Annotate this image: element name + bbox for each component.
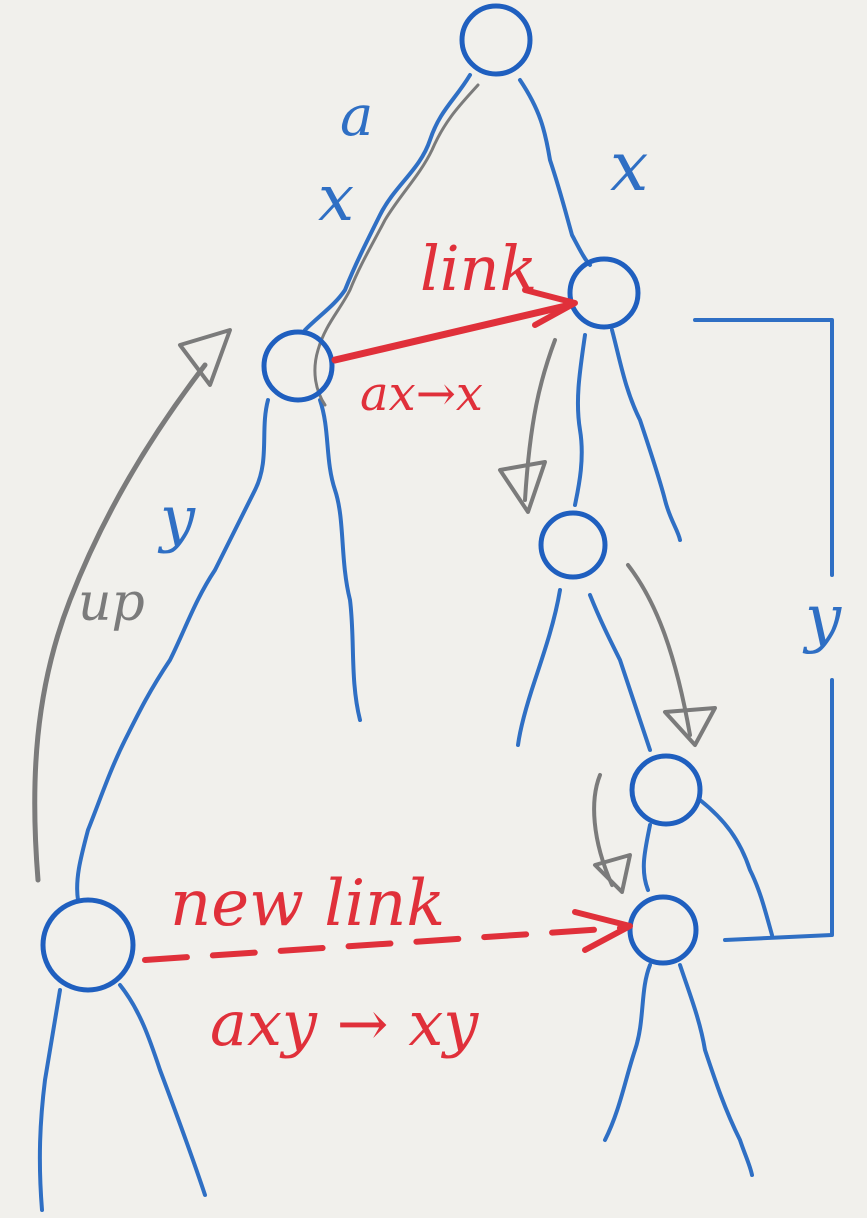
label-a: a — [340, 84, 373, 149]
edge-lower-node-down — [641, 823, 652, 892]
edge-bottom-left-node-down-left — [37, 988, 62, 1212]
edge-root-right — [518, 78, 592, 267]
edge-right-node-down — [573, 333, 587, 507]
label-link-rule: ax→x — [360, 366, 483, 422]
label-new-link-rule: axy → xy — [210, 987, 479, 1060]
edge-left-node-down-left — [75, 398, 270, 902]
edge-bottom-right-node-down — [603, 963, 652, 1142]
down-arrow-2 — [626, 563, 717, 747]
edge-bottom-right-node-side — [678, 963, 754, 1177]
right-node — [567, 256, 641, 330]
root-node — [459, 3, 533, 77]
down-arrow-3 — [592, 773, 632, 894]
down-arrow-1 — [498, 338, 557, 514]
bottom-left-node — [40, 897, 136, 993]
pencil-strand-a — [313, 83, 480, 407]
label-x-right: x — [610, 128, 648, 207]
label-new-link: new link — [170, 867, 445, 941]
label-link: link — [420, 232, 537, 305]
edge-mid-node-left — [516, 588, 562, 747]
up-arrow — [32, 328, 232, 883]
middle-node — [538, 510, 608, 580]
labels: a x x link ax→x y up y new link axy → xy — [78, 84, 842, 1060]
bottom-right-node — [627, 894, 699, 966]
edge-right-node-side — [610, 328, 682, 542]
tree-nodes — [40, 3, 703, 993]
lower-node — [629, 753, 703, 827]
label-x-left: x — [318, 162, 354, 236]
label-up: up — [78, 573, 145, 633]
label-y-left: y — [157, 482, 196, 555]
left-node — [261, 329, 335, 403]
link-arrow — [331, 287, 578, 364]
new-link-arrow — [142, 909, 633, 963]
edge-left-node-down-mid — [318, 398, 362, 722]
label-y-right: y — [802, 582, 842, 656]
edge-lower-node-right — [698, 798, 774, 937]
edge-bottom-left-node-down-right — [118, 983, 207, 1197]
tree-edges — [37, 73, 774, 1212]
edge-root-left — [303, 73, 472, 332]
edge-mid-node-down — [588, 593, 652, 752]
right-bracket — [693, 318, 834, 942]
